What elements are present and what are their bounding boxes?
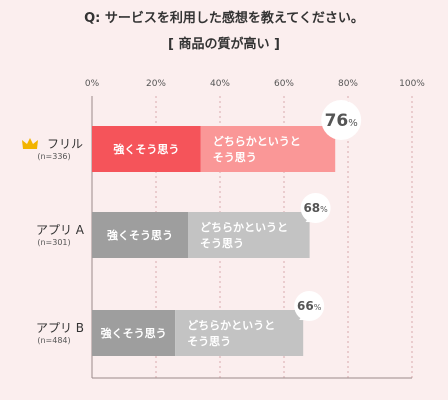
segment-label-weak-line2: そう思う bbox=[187, 335, 231, 348]
segment-label-strong: 強くそう思う bbox=[101, 326, 167, 340]
category-sample-size: (n=336) bbox=[37, 152, 70, 161]
bar-somewhat-agree bbox=[188, 212, 310, 258]
callout-bubble bbox=[294, 291, 325, 321]
chart-title: Q: サービスを利用した感想を教えてください。 bbox=[84, 10, 364, 26]
callout-bubble bbox=[321, 100, 362, 140]
segment-label-weak-line1: どちらかというと bbox=[200, 221, 288, 234]
category-label: アプリ B bbox=[36, 321, 84, 335]
x-tick-label: 60% bbox=[274, 79, 294, 89]
bar-strongly-agree bbox=[92, 126, 201, 172]
category-label: フリル bbox=[47, 137, 83, 151]
category-sample-size: (n=301) bbox=[37, 238, 70, 247]
x-tick-label: 0% bbox=[85, 79, 100, 89]
x-tick-label: 40% bbox=[210, 79, 230, 89]
callout-bubble bbox=[300, 193, 331, 223]
total-value: 66% bbox=[297, 299, 322, 313]
bar-strongly-agree bbox=[92, 310, 176, 356]
bar-somewhat-agree bbox=[175, 310, 304, 356]
x-tick-label: 20% bbox=[146, 79, 166, 89]
segment-label-weak-line2: そう思う bbox=[200, 237, 244, 250]
segment-label-strong: 強くそう思う bbox=[107, 228, 173, 242]
bar-somewhat-agree bbox=[200, 126, 336, 172]
segment-label-weak-line1: どちらかというと bbox=[213, 135, 301, 148]
chart-subtitle: [ 商品の質が高い ] bbox=[168, 36, 280, 52]
x-tick-label: 80% bbox=[338, 79, 358, 89]
category-sample-size: (n=484) bbox=[37, 336, 70, 345]
segment-label-weak-line1: どちらかというと bbox=[187, 319, 275, 332]
segment-label-weak-line2: そう思う bbox=[213, 151, 257, 164]
total-value: 68% bbox=[303, 201, 328, 215]
segment-label-strong: 強くそう思う bbox=[113, 142, 179, 156]
total-value: 76% bbox=[325, 111, 358, 131]
x-tick-label: 100% bbox=[399, 79, 425, 89]
category-label: アプリ A bbox=[36, 223, 85, 237]
bar-strongly-agree bbox=[92, 212, 188, 258]
crown-icon bbox=[22, 138, 38, 149]
